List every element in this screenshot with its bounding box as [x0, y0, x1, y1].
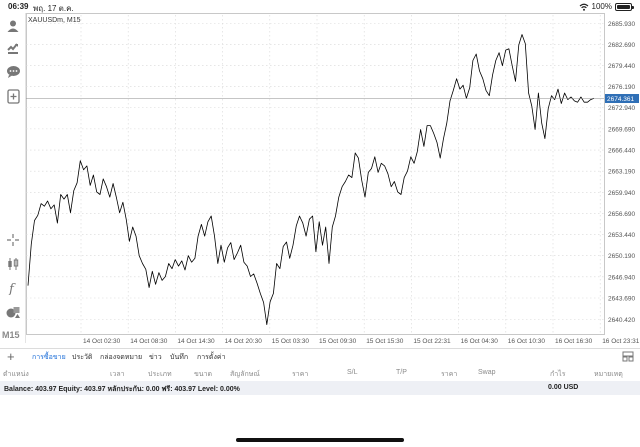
status-right: 100%	[579, 2, 634, 11]
x-tick-label: 16 Oct 23:31	[602, 338, 640, 345]
price-chart[interactable]: 2640.420 2643.690 2646.940 2650.190 2653.440…	[26, 13, 640, 348]
left-toolbar: f M15	[0, 13, 26, 343]
positions-header: ตำแหน่ง เวลา ประเภท ขนาด สัญลักษณ์ ราคา …	[0, 366, 640, 380]
x-tick-label: 16 Oct 04:30	[461, 338, 499, 345]
x-tick-label: 15 Oct 22:31	[413, 338, 451, 345]
add-object-icon[interactable]	[4, 87, 22, 105]
y-tick-label: 2682.690	[608, 42, 635, 49]
col-current-price[interactable]: ราคา	[441, 371, 458, 378]
tab-news[interactable]: ข่าว	[149, 354, 162, 361]
timeframe-label[interactable]: M15	[2, 330, 20, 340]
x-tick-label: 16 Oct 10:30	[508, 338, 546, 345]
crosshair-icon[interactable]	[4, 231, 22, 249]
current-price-label: 2674.361	[607, 96, 634, 103]
tab-history[interactable]: ประวัติ	[72, 354, 93, 361]
x-tick-label: 15 Oct 15:30	[366, 338, 404, 345]
y-tick-label: 2643.690	[608, 295, 635, 302]
y-tick-label: 2685.930	[608, 21, 635, 28]
x-tick-label: 15 Oct 03:30	[272, 338, 310, 345]
y-tick-label: 2679.440	[608, 63, 635, 70]
y-tick-label: 2659.940	[608, 190, 635, 197]
battery-percent: 100%	[591, 2, 612, 11]
trade-icon[interactable]	[4, 39, 22, 57]
col-comment[interactable]: หมายเหตุ	[594, 371, 623, 378]
y-tick-label: 2653.440	[608, 232, 635, 239]
price-line	[27, 34, 595, 326]
tab-journal[interactable]: บันทึก	[170, 354, 189, 361]
x-tick-label: 14 Oct 14:30	[177, 338, 215, 345]
y-tick-label: 2646.940	[608, 274, 635, 281]
tab-trade[interactable]: การซื้อขาย	[32, 354, 66, 361]
total-profit: 0.00 USD	[548, 384, 579, 391]
account-icon[interactable]	[4, 17, 22, 35]
balance-row: Balance: 403.97 Equity: 403.97 หลักประกั…	[0, 381, 640, 395]
col-symbol[interactable]: สัญลักษณ์	[230, 371, 260, 378]
chart-frame	[26, 13, 605, 335]
chart-svg[interactable]: 2640.420 2643.690 2646.940 2650.190 2653.440…	[26, 13, 640, 348]
y-tick-label: 2650.190	[608, 253, 635, 260]
add-tab-icon[interactable]: +	[7, 349, 15, 364]
x-tick-label: 16 Oct 16:30	[555, 338, 593, 345]
col-price[interactable]: ราคา	[292, 371, 309, 378]
tab-settings[interactable]: การตั้งค่า	[197, 354, 226, 361]
x-tick-label: 14 Oct 20:30	[225, 338, 263, 345]
y-tick-label: 2640.420	[608, 317, 635, 324]
y-tick-label: 2672.940	[608, 105, 635, 112]
col-position[interactable]: ตำแหน่ง	[3, 371, 29, 378]
chart-type-icon[interactable]	[4, 255, 22, 273]
col-profit[interactable]: กำไร	[550, 371, 566, 378]
x-tick-label: 15 Oct 09:30	[319, 338, 357, 345]
y-tick-label: 2663.190	[608, 169, 635, 176]
col-tp[interactable]: T/P	[396, 369, 407, 376]
y-tick-label: 2666.440	[608, 148, 635, 155]
current-price-tag	[605, 94, 639, 104]
x-tick-label: 14 Oct 02:30	[83, 338, 121, 345]
objects-icon[interactable]	[4, 303, 22, 321]
chart-symbol-label: XAUUSDm, M15	[28, 17, 81, 24]
y-tick-label: 2669.690	[608, 126, 635, 133]
col-volume[interactable]: ขนาด	[194, 371, 213, 378]
balance-summary: Balance: 403.97 Equity: 403.97 หลักประกั…	[4, 386, 240, 393]
y-tick-label: 2656.690	[608, 211, 635, 218]
wifi-icon	[579, 3, 588, 11]
status-bar: 06:39 พฤ. 17 ต.ค. 100%	[0, 0, 640, 13]
y-tick-label: 2676.190	[608, 84, 635, 91]
status-time: 06:39	[8, 2, 29, 11]
col-type[interactable]: ประเภท	[148, 371, 172, 378]
toolbox-tabs: + การซื้อขาย ประวัติ กล่องจดหมาย ข่าว บั…	[0, 348, 640, 364]
col-sl[interactable]: S/L	[347, 369, 358, 376]
col-time[interactable]: เวลา	[110, 371, 125, 378]
status-date: พฤ. 17 ต.ค.	[33, 4, 74, 13]
x-tick-label: 14 Oct 08:30	[130, 338, 168, 345]
indicators-icon[interactable]: f	[4, 279, 22, 297]
tab-mailbox[interactable]: กล่องจดหมาย	[100, 354, 143, 361]
chat-icon[interactable]	[4, 63, 22, 81]
battery-icon	[615, 2, 634, 11]
svg-text:f: f	[8, 282, 16, 295]
col-swap[interactable]: Swap	[478, 369, 496, 376]
home-indicator[interactable]	[236, 438, 404, 442]
layout-icon[interactable]	[622, 351, 634, 362]
